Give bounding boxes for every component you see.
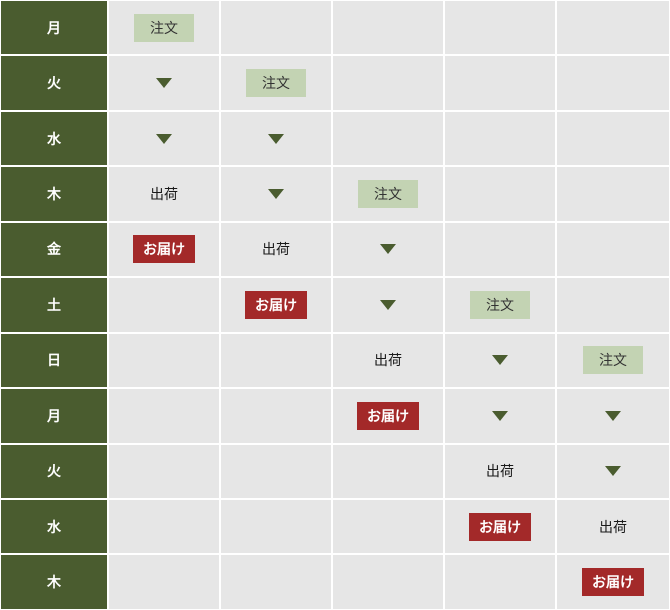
cell-empty [220,444,332,499]
arrow-down-icon [268,134,284,144]
cell-empty [332,111,444,166]
cell-arrow [332,277,444,332]
cell-ship: 出荷 [108,166,220,221]
cell-ship: 出荷 [220,222,332,277]
cell-empty [332,55,444,110]
arrow-down-icon [380,300,396,310]
arrow-down-icon [156,78,172,88]
cell-order: 注文 [108,0,220,55]
order-box: 注文 [358,180,418,208]
order-box: 注文 [134,14,194,42]
delivery-box: お届け [133,235,195,263]
delivery-box: お届け [469,513,531,541]
cell-arrow [444,333,556,388]
cell-ship: 出荷 [556,499,670,554]
cell-empty [556,277,670,332]
order-box: 注文 [583,346,643,374]
row-header: 火 [0,444,108,499]
cell-arrow [220,166,332,221]
cell-empty [444,222,556,277]
cell-arrow [444,388,556,443]
row-header: 木 [0,166,108,221]
cell-empty [332,0,444,55]
cell-empty [332,554,444,609]
row-header: 火 [0,55,108,110]
row-header: 水 [0,111,108,166]
cell-delivery: お届け [444,499,556,554]
cell-empty [220,333,332,388]
cell-arrow [332,222,444,277]
arrow-down-icon [492,411,508,421]
cell-empty [444,0,556,55]
cell-empty [444,554,556,609]
cell-empty [108,277,220,332]
cell-delivery: お届け [556,554,670,609]
cell-empty [444,111,556,166]
cell-empty [108,499,220,554]
delivery-box: お届け [245,291,307,319]
row-header: 金 [0,222,108,277]
arrow-down-icon [605,411,621,421]
cell-empty [444,166,556,221]
cell-arrow [556,444,670,499]
cell-empty [556,0,670,55]
cell-arrow [556,388,670,443]
delivery-schedule-table: 月注文火注文水木出荷注文金お届け出荷土お届け注文日出荷注文月お届け火出荷水お届け… [0,0,670,610]
cell-empty [332,444,444,499]
cell-order: 注文 [556,333,670,388]
cell-arrow [108,55,220,110]
cell-order: 注文 [444,277,556,332]
cell-order: 注文 [332,166,444,221]
arrow-down-icon [380,244,396,254]
cell-empty [556,166,670,221]
row-header: 日 [0,333,108,388]
cell-delivery: お届け [220,277,332,332]
cell-empty [444,55,556,110]
cell-empty [108,388,220,443]
cell-empty [220,499,332,554]
row-header: 月 [0,0,108,55]
cell-empty [556,111,670,166]
order-box: 注文 [246,69,306,97]
cell-empty [556,222,670,277]
cell-empty [108,333,220,388]
order-box: 注文 [470,291,530,319]
cell-empty [108,554,220,609]
delivery-box: お届け [582,568,644,596]
cell-delivery: お届け [108,222,220,277]
row-header: 月 [0,388,108,443]
row-header: 土 [0,277,108,332]
cell-empty [220,388,332,443]
cell-arrow [220,111,332,166]
cell-empty [108,444,220,499]
cell-empty [556,55,670,110]
delivery-box: お届け [357,402,419,430]
cell-ship: 出荷 [332,333,444,388]
cell-order: 注文 [220,55,332,110]
row-header: 木 [0,554,108,609]
row-header: 水 [0,499,108,554]
cell-empty [220,554,332,609]
arrow-down-icon [492,355,508,365]
cell-empty [332,499,444,554]
cell-empty [220,0,332,55]
arrow-down-icon [156,134,172,144]
cell-ship: 出荷 [444,444,556,499]
arrow-down-icon [268,189,284,199]
arrow-down-icon [605,466,621,476]
cell-arrow [108,111,220,166]
cell-delivery: お届け [332,388,444,443]
